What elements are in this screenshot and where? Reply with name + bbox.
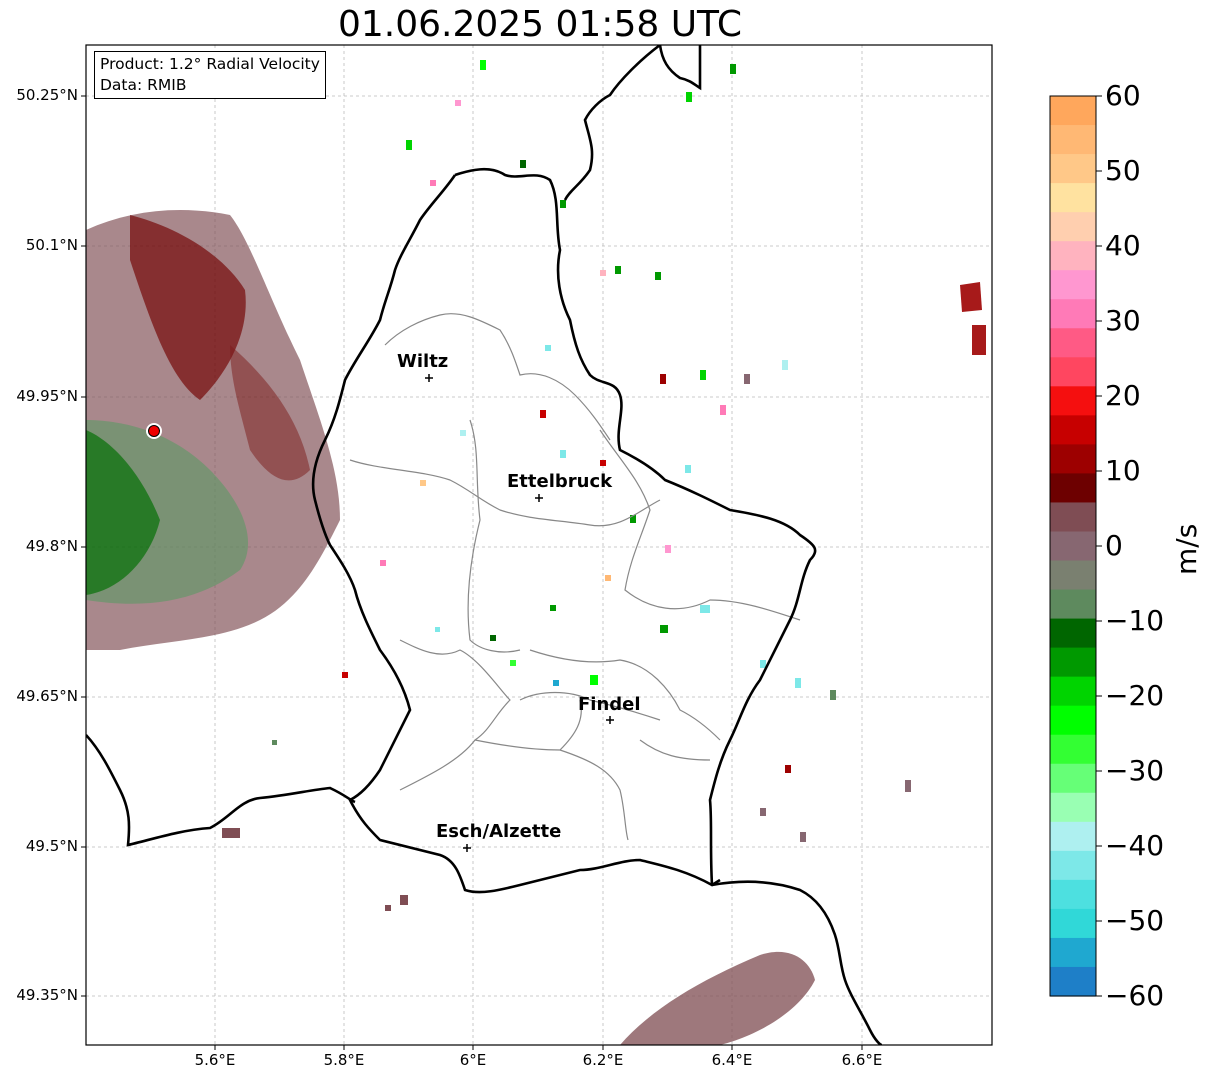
lat-label-501: 50.1°N bbox=[25, 236, 78, 254]
city-label-esch-alzette: Esch/Alzette bbox=[436, 821, 562, 842]
product-label: Product: 1.2° Radial Velocity bbox=[100, 55, 320, 73]
cb-tick-m60: −60 bbox=[1105, 979, 1165, 1012]
colorbar-segment bbox=[1050, 96, 1096, 126]
colorbar-segment bbox=[1050, 560, 1096, 591]
colorbar-segment bbox=[1050, 502, 1096, 533]
lat-label-4935: 49.35°N bbox=[16, 986, 78, 1004]
lon-label-56: 5.6°E bbox=[194, 1051, 236, 1069]
lat-label-5025: 50.25°N bbox=[16, 86, 78, 104]
lat-label-498: 49.8°N bbox=[25, 537, 78, 555]
colorbar-segment bbox=[1050, 966, 1096, 997]
colorbar-unit-label: m/s bbox=[1170, 523, 1203, 575]
colorbar-segment bbox=[1050, 705, 1096, 736]
colorbar-ticks bbox=[1096, 95, 1102, 997]
lon-label-62: 6.2°E bbox=[582, 1051, 624, 1069]
colorbar-segment bbox=[1050, 937, 1096, 968]
colorbar-segment bbox=[1050, 386, 1096, 416]
scattered-echoes bbox=[222, 60, 911, 911]
country-borders bbox=[86, 45, 883, 1045]
cb-tick-30: 30 bbox=[1105, 304, 1141, 337]
colorbar-segment bbox=[1050, 299, 1096, 329]
colorbar-segment bbox=[1050, 618, 1096, 649]
lat-label-4995: 49.95°N bbox=[16, 387, 78, 405]
radar-echoes bbox=[86, 210, 986, 1045]
colorbar-segment bbox=[1050, 183, 1096, 213]
cb-tick-m10: −10 bbox=[1105, 604, 1165, 637]
colorbar-segment bbox=[1050, 589, 1096, 620]
lon-label-66: 6.6°E bbox=[841, 1051, 883, 1069]
cb-tick-60: 60 bbox=[1105, 79, 1141, 112]
map-title: 01.06.2025 01:58 UTC bbox=[337, 4, 743, 45]
city-label-findel: Findel bbox=[578, 694, 641, 715]
colorbar-segment bbox=[1050, 415, 1096, 445]
colorbar-segment bbox=[1050, 212, 1096, 242]
colorbar-segment bbox=[1050, 444, 1096, 475]
colorbar-segment bbox=[1050, 125, 1096, 155]
colorbar-segment bbox=[1050, 357, 1096, 387]
lat-label-495: 49.5°N bbox=[25, 837, 78, 855]
colorbar-segment bbox=[1050, 763, 1096, 794]
cb-tick-m40: −40 bbox=[1105, 829, 1165, 862]
colorbar-segment bbox=[1050, 241, 1096, 271]
city-label-ettelbruck: Ettelbruck bbox=[507, 471, 613, 492]
colorbar-segment bbox=[1050, 647, 1096, 678]
colorbar-segment bbox=[1050, 154, 1096, 184]
colorbar-segment bbox=[1050, 821, 1096, 852]
canton-borders bbox=[349, 313, 801, 841]
colorbar-segment bbox=[1050, 270, 1096, 300]
colorbar-segment bbox=[1050, 473, 1096, 504]
cb-tick-m50: −50 bbox=[1105, 904, 1165, 937]
lon-label-60: 6°E bbox=[459, 1051, 487, 1069]
city-markers bbox=[425, 374, 614, 852]
colorbar-segment bbox=[1050, 879, 1096, 910]
cb-tick-10: 10 bbox=[1105, 454, 1141, 487]
cb-tick-m20: −20 bbox=[1105, 679, 1165, 712]
colorbar bbox=[1050, 96, 1096, 997]
data-source-label: Data: RMIB bbox=[100, 76, 187, 94]
map-frame bbox=[85, 44, 993, 1046]
product-info-box: Product: 1.2° Radial Velocity Data: RMIB bbox=[94, 51, 326, 99]
colorbar-segment bbox=[1050, 531, 1096, 562]
cb-tick-m30: −30 bbox=[1105, 754, 1165, 787]
lat-label-4965: 49.65°N bbox=[16, 687, 78, 705]
colorbar-segment bbox=[1050, 328, 1096, 358]
cb-tick-20: 20 bbox=[1105, 379, 1141, 412]
cb-tick-50: 50 bbox=[1105, 154, 1141, 187]
lon-label-58: 5.8°E bbox=[323, 1051, 365, 1069]
colorbar-segment bbox=[1050, 676, 1096, 707]
colorbar-segment bbox=[1050, 734, 1096, 765]
lon-label-64: 6.4°E bbox=[711, 1051, 753, 1069]
radar-site-marker bbox=[148, 425, 160, 437]
tick-marks bbox=[81, 95, 863, 1050]
city-label-wiltz: Wiltz bbox=[397, 351, 449, 372]
cb-tick-0: 0 bbox=[1105, 529, 1123, 562]
colorbar-segment bbox=[1050, 850, 1096, 881]
colorbar-segment bbox=[1050, 792, 1096, 823]
cb-tick-40: 40 bbox=[1105, 229, 1141, 262]
colorbar-segment bbox=[1050, 908, 1096, 939]
